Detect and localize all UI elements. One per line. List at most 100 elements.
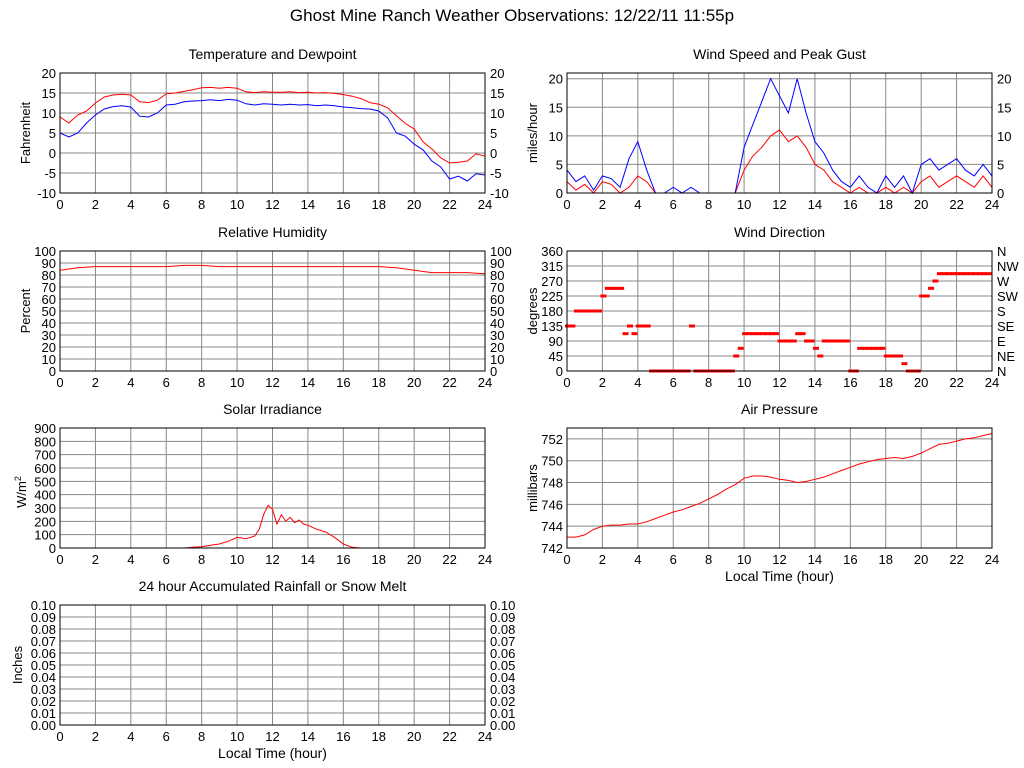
x-tick-label: 14 xyxy=(808,197,822,212)
x-tick-label: 18 xyxy=(879,375,893,390)
y-tick-label: 60 xyxy=(42,292,56,307)
wind-direction-point xyxy=(777,339,784,343)
chart-title: Relative Humidity xyxy=(218,224,327,240)
series-line-red xyxy=(566,129,993,194)
x-tick-label: 12 xyxy=(265,375,279,390)
y-tick-label: 400 xyxy=(34,488,56,503)
wind-direction-point xyxy=(963,272,970,276)
x-tick-label: 4 xyxy=(127,729,134,744)
y-axis-label: Inches xyxy=(10,645,25,684)
wind-direction-point xyxy=(799,332,806,336)
x-tick-label: 18 xyxy=(879,197,893,212)
wind-direction-point xyxy=(857,346,864,350)
plot-frame xyxy=(566,427,993,549)
wind-direction-point xyxy=(923,294,930,298)
wind-direction-point xyxy=(936,272,943,276)
wind-direction-point xyxy=(897,354,904,358)
wind-direction-point xyxy=(764,332,771,336)
right-tick-label: 40 xyxy=(490,316,504,331)
wind-direction-point xyxy=(954,272,961,276)
x-tick-label: 0 xyxy=(563,375,570,390)
x-tick-label: 16 xyxy=(843,197,857,212)
x-tick-label: 14 xyxy=(301,729,315,744)
y-tick-label: 20 xyxy=(42,66,56,81)
right-tick-label: -5 xyxy=(490,166,502,181)
x-tick-label: 0 xyxy=(563,197,570,212)
y-tick-label: 20 xyxy=(549,72,563,87)
wind-direction-point xyxy=(631,332,638,336)
wind-direction-point xyxy=(901,362,908,366)
wind-direction-point xyxy=(773,332,780,336)
y-tick-label: 10 xyxy=(549,129,563,144)
right-tick-label: 0.02 xyxy=(490,694,515,709)
wind-direction-point xyxy=(795,332,802,336)
wind-direction-point xyxy=(640,324,647,328)
wind-direction-point xyxy=(843,339,850,343)
y-tick-label: -10 xyxy=(37,186,56,201)
right-tick-label: N xyxy=(997,244,1006,259)
right-tick-label: 0.01 xyxy=(490,706,515,721)
right-tick-label: 100 xyxy=(490,244,512,259)
right-tick-label: -10 xyxy=(490,186,509,201)
right-tick-label: 0.06 xyxy=(490,646,515,661)
wind-direction-point xyxy=(737,346,744,350)
chart-title: Air Pressure xyxy=(741,401,818,417)
x-tick-label: 14 xyxy=(301,375,315,390)
x-tick-label: 0 xyxy=(56,197,63,212)
right-tick-label: 0.10 xyxy=(490,598,515,613)
x-tick-label: 6 xyxy=(163,375,170,390)
y-tick-label: 0.09 xyxy=(31,610,56,625)
wind-direction-point xyxy=(919,294,926,298)
x-tick-label: 18 xyxy=(372,197,386,212)
wind-direction-point xyxy=(595,309,602,313)
x-tick-label: 2 xyxy=(92,552,99,567)
y-tick-label: 15 xyxy=(42,86,56,101)
series-line-red xyxy=(59,86,486,164)
wind-direction-point xyxy=(839,339,846,343)
x-tick-label: 16 xyxy=(336,729,350,744)
right-tick-label: N xyxy=(997,364,1006,379)
x-tick-label: 22 xyxy=(949,197,963,212)
y-tick-label: 10 xyxy=(42,106,56,121)
y-tick-label: 0 xyxy=(49,146,56,161)
x-tick-label: 2 xyxy=(92,197,99,212)
x-tick-label: 0 xyxy=(56,375,63,390)
wind-direction-point xyxy=(622,332,629,336)
x-tick-label: 24 xyxy=(478,729,492,744)
y-tick-label: 748 xyxy=(541,476,563,491)
x-tick-label: 14 xyxy=(808,375,822,390)
wind-direction-point xyxy=(950,272,957,276)
y-tick-label: 752 xyxy=(541,432,563,447)
y-tick-label: 80 xyxy=(42,268,56,283)
wind-direction-point xyxy=(746,332,753,336)
right-tick-label: 0 xyxy=(997,186,1004,201)
x-tick-label: 8 xyxy=(705,552,712,567)
y-tick-label: 90 xyxy=(549,334,563,349)
y-axis-label: miles/hour xyxy=(525,102,540,163)
y-tick-label: 315 xyxy=(541,259,563,274)
y-tick-label: 300 xyxy=(34,501,56,516)
x-tick-label: 2 xyxy=(92,729,99,744)
x-tick-label: 4 xyxy=(634,375,641,390)
y-tick-label: 200 xyxy=(34,514,56,529)
wind-direction-point xyxy=(609,286,616,290)
right-tick-label: E xyxy=(997,334,1006,349)
x-tick-label: 20 xyxy=(407,552,421,567)
plot-frame xyxy=(59,604,486,726)
x-tick-label: 4 xyxy=(634,197,641,212)
y-tick-label: 100 xyxy=(34,244,56,259)
wind-direction-point xyxy=(817,354,824,358)
x-tick-label: 12 xyxy=(265,197,279,212)
x-tick-label: 24 xyxy=(478,197,492,212)
wind-direction-point xyxy=(870,346,877,350)
y-axis-label-superscript: 2 xyxy=(13,476,23,481)
wind-direction-point xyxy=(600,294,607,298)
x-tick-label: 10 xyxy=(737,552,751,567)
x-tick-label: 8 xyxy=(198,197,205,212)
x-tick-label: 22 xyxy=(442,552,456,567)
wind-direction-point xyxy=(578,309,585,313)
right-tick-label: 20 xyxy=(490,340,504,355)
x-tick-label: 20 xyxy=(914,375,928,390)
